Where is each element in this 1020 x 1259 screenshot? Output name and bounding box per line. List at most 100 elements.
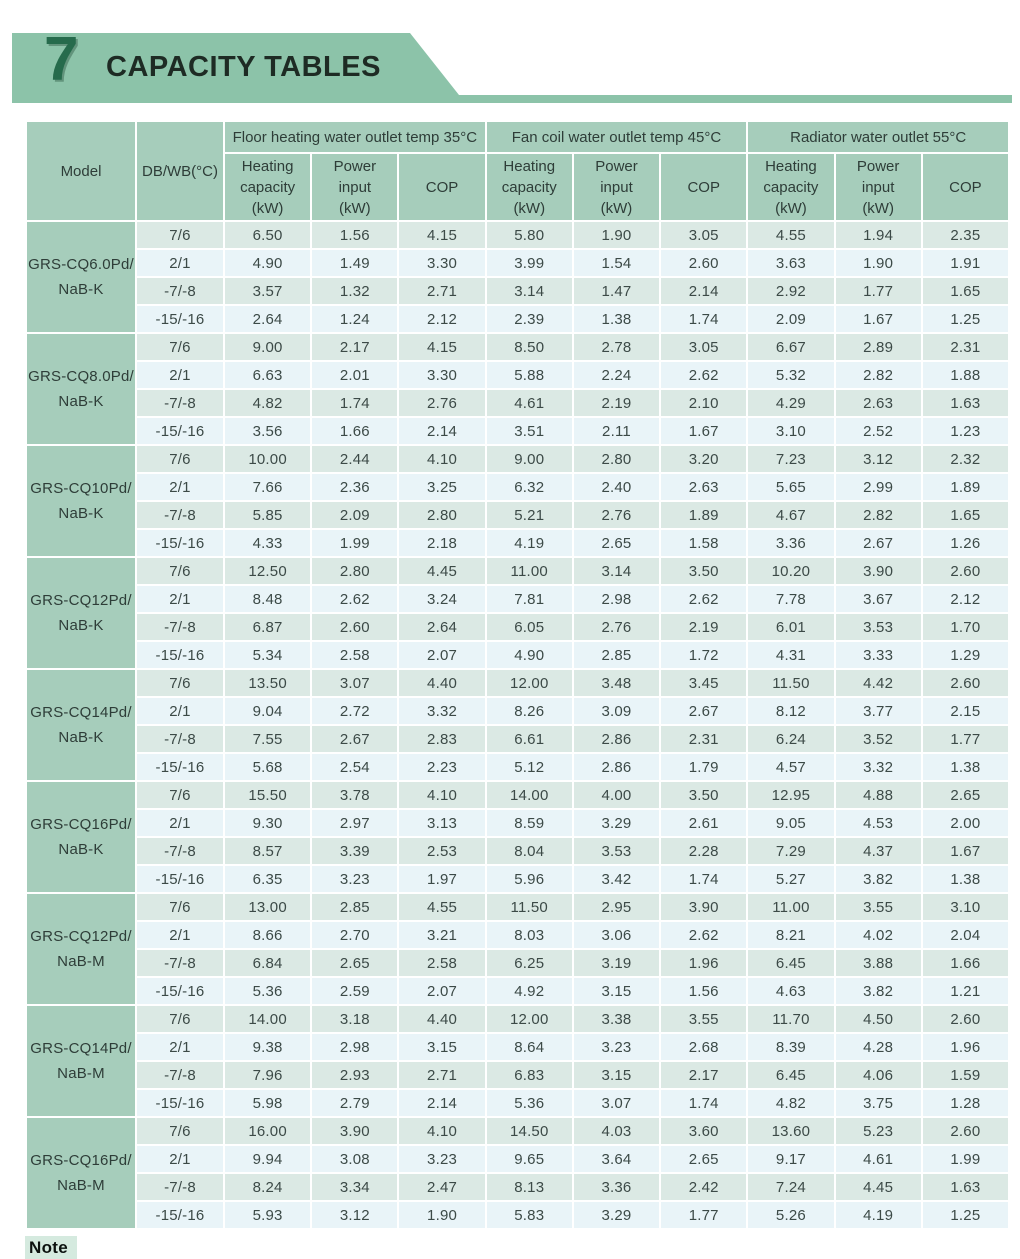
value-cell: 3.18: [310, 1004, 400, 1034]
dbwb-cell: -15/-16: [135, 752, 225, 782]
value-cell: 4.55: [397, 892, 487, 922]
value-cell: 8.24: [222, 1172, 313, 1202]
dbwb-cell: -15/-16: [135, 304, 225, 334]
value-cell: 6.45: [746, 948, 836, 978]
value-cell: 4.10: [397, 1116, 487, 1146]
table-row: -15/-16 5.36 2.59 2.07 4.92 3.15 1.56 4.63 3.82 1…: [26, 976, 1011, 1006]
value-cell: 2.07: [397, 976, 487, 1006]
value-cell: 3.38: [571, 1004, 662, 1034]
dbwb-cell: 2/1: [135, 584, 225, 614]
value-cell: 3.12: [833, 444, 923, 474]
value-cell: 7.81: [484, 584, 574, 614]
value-cell: 1.90: [397, 1200, 487, 1230]
value-cell: 2.60: [659, 248, 749, 278]
value-cell: 4.37: [833, 836, 923, 866]
value-cell: 3.10: [920, 892, 1011, 922]
value-cell: 1.74: [310, 388, 400, 418]
value-cell: 2.12: [920, 584, 1011, 614]
table-row: GRS-CQ14Pd/ NaB-K 7/6 13.50 3.07 4.40 12.00 3.…: [25, 668, 1011, 782]
value-cell: 2.60: [920, 556, 1011, 586]
value-cell: 2.60: [920, 1004, 1011, 1034]
value-cell: 1.26: [920, 528, 1011, 558]
value-cell: 7.55: [222, 724, 313, 754]
sub-header-power-input: Power input (kW): [571, 152, 662, 222]
value-cell: 1.72: [659, 640, 749, 670]
value-cell: 2.60: [310, 612, 400, 642]
value-cell: 2.72: [310, 696, 400, 726]
table-row: -15/-16 2.64 1.24 2.12 2.39 1.38 1.74 2.09 1.67 1…: [26, 304, 1011, 334]
value-cell: 8.21: [746, 920, 836, 950]
value-cell: 11.00: [746, 892, 836, 922]
value-cell: 3.23: [571, 1032, 662, 1062]
value-cell: 3.05: [659, 220, 749, 250]
value-cell: 1.66: [310, 416, 400, 446]
table-row: -7/-8 6.84 2.65 2.58 6.25 3.19 1.96 6.45 3.88 1.6…: [26, 948, 1011, 978]
value-cell: 13.60: [746, 1116, 836, 1146]
dbwb-cell: -15/-16: [135, 976, 225, 1006]
table-row: 2/1 9.30 2.97 3.13 8.59 3.29 2.61 9.05 4.53 2.00: [26, 808, 1011, 838]
value-cell: 4.61: [833, 1144, 923, 1174]
value-cell: 1.25: [920, 304, 1011, 334]
value-cell: 2.63: [833, 388, 923, 418]
value-cell: 3.30: [397, 248, 487, 278]
dbwb-cell: 2/1: [135, 808, 225, 838]
table-row: GRS-CQ12Pd/ NaB-M 7/6 13.00 2.85 4.55 11.50 2.…: [25, 892, 1011, 1006]
value-cell: 5.83: [484, 1200, 574, 1230]
value-cell: 3.52: [833, 724, 923, 754]
table-row: GRS-CQ6.0Pd/ NaB-K 7/6 6.50 1.56 4.15 5.80 1.9…: [25, 220, 1011, 334]
value-cell: 3.90: [659, 892, 749, 922]
dbwb-cell: -7/-8: [135, 1060, 225, 1090]
value-cell: 1.29: [920, 640, 1011, 670]
table-row: 2/1 6.63 2.01 3.30 5.88 2.24 2.62 5.32 2.82 1.88: [26, 360, 1011, 390]
value-cell: 3.51: [484, 416, 574, 446]
sub-header-heating-capacity: Heating capacity (kW): [484, 152, 574, 222]
table-row: 2/1 9.04 2.72 3.32 8.26 3.09 2.67 8.12 3.77 2.15: [26, 696, 1011, 726]
value-cell: 3.07: [571, 1088, 662, 1118]
value-cell: 2.12: [397, 304, 487, 334]
value-cell: 9.00: [222, 332, 313, 362]
value-cell: 1.24: [310, 304, 400, 334]
value-cell: 1.28: [920, 1088, 1011, 1118]
value-cell: 9.94: [222, 1144, 313, 1174]
value-cell: 2.63: [659, 472, 749, 502]
dbwb-cell: 2/1: [135, 472, 225, 502]
section-banner: 7 CAPACITY TABLES: [12, 33, 1012, 103]
value-cell: 7.66: [222, 472, 313, 502]
value-cell: 1.66: [920, 948, 1011, 978]
value-cell: 3.06: [571, 920, 662, 950]
value-cell: 12.50: [222, 556, 313, 586]
value-cell: 3.24: [397, 584, 487, 614]
value-cell: 3.25: [397, 472, 487, 502]
value-cell: 3.33: [833, 640, 923, 670]
value-cell: 4.29: [746, 388, 836, 418]
table-header-row-groups: Model DB/WB(°C) Floor heating water outl…: [25, 120, 1010, 222]
value-cell: 11.00: [484, 556, 574, 586]
table-row: 2/1 8.48 2.62 3.24 7.81 2.98 2.62 7.78 3.67 2.12: [26, 584, 1011, 614]
value-cell: 5.36: [222, 976, 313, 1006]
value-cell: 1.38: [920, 752, 1011, 782]
value-cell: 4.61: [484, 388, 574, 418]
value-cell: 8.03: [484, 920, 574, 950]
sub-header-heating-capacity: Heating capacity (kW): [746, 152, 836, 222]
value-cell: 8.59: [484, 808, 574, 838]
value-cell: 3.53: [571, 836, 662, 866]
table-row: -7/-8 7.55 2.67 2.83 6.61 2.86 2.31 6.24 3.52 1.7…: [26, 724, 1011, 754]
value-cell: 6.83: [484, 1060, 574, 1090]
value-cell: 8.39: [746, 1032, 836, 1062]
value-cell: 2.64: [222, 304, 313, 334]
value-cell: 1.94: [833, 220, 923, 250]
value-cell: 2.36: [310, 472, 400, 502]
value-cell: 2.35: [920, 220, 1011, 250]
value-cell: 2.23: [397, 752, 487, 782]
value-cell: 1.90: [571, 220, 662, 250]
value-cell: 2.71: [397, 1060, 487, 1090]
value-cell: 13.00: [222, 892, 313, 922]
value-cell: 1.97: [397, 864, 487, 894]
value-cell: 2.83: [397, 724, 487, 754]
group-header-fan-coil: Fan coil water outlet temp 45°C: [484, 120, 749, 154]
value-cell: 6.25: [484, 948, 574, 978]
dbwb-cell: 7/6: [135, 668, 225, 698]
value-cell: 14.00: [484, 780, 574, 810]
table-row: -15/-16 5.98 2.79 2.14 5.36 3.07 1.74 4.82 3.75 1…: [26, 1088, 1011, 1118]
